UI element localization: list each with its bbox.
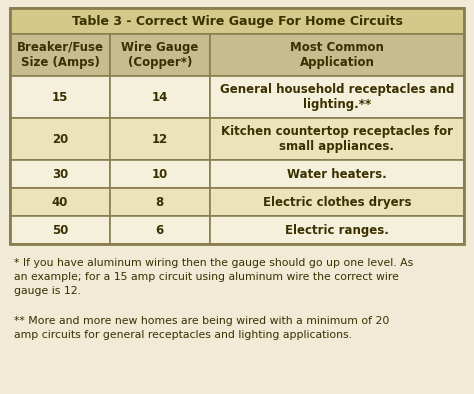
Text: 12: 12 [152, 132, 168, 145]
Text: 15: 15 [52, 91, 68, 104]
Bar [10, 188, 110, 216]
Text: Breaker/Fuse
Size (Amps): Breaker/Fuse Size (Amps) [17, 41, 103, 69]
Bar [210, 34, 464, 76]
Bar [110, 216, 210, 244]
Text: 8: 8 [155, 195, 164, 208]
Bar [210, 160, 464, 188]
Bar [210, 76, 464, 118]
Bar [10, 160, 110, 188]
Text: * If you have aluminum wiring then the gauge should go up one level. As
an examp: * If you have aluminum wiring then the g… [14, 258, 413, 296]
Text: Electric clothes dryers: Electric clothes dryers [263, 195, 411, 208]
Text: Table 3 - Correct Wire Gauge For Home Circuits: Table 3 - Correct Wire Gauge For Home Ci… [72, 15, 402, 28]
Text: Most Common
Application: Most Common Application [290, 41, 384, 69]
Text: 40: 40 [52, 195, 68, 208]
Text: 50: 50 [52, 223, 68, 236]
Text: 6: 6 [155, 223, 164, 236]
Text: General household receptacles and
lighting.**: General household receptacles and lighti… [219, 83, 454, 111]
Text: 30: 30 [52, 167, 68, 180]
Bar [10, 8, 464, 34]
Bar [210, 118, 464, 160]
Bar [110, 188, 210, 216]
Bar [110, 76, 210, 118]
Text: 20: 20 [52, 132, 68, 145]
Bar [110, 160, 210, 188]
Bar [10, 216, 110, 244]
Bar [10, 76, 110, 118]
Bar [110, 34, 210, 76]
Text: Water heaters.: Water heaters. [287, 167, 387, 180]
Bar [210, 216, 464, 244]
Bar [110, 118, 210, 160]
Text: ** More and more new homes are being wired with a minimum of 20
amp circuits for: ** More and more new homes are being wir… [14, 316, 389, 340]
Bar [10, 34, 110, 76]
Bar [10, 118, 110, 160]
Bar [10, 8, 464, 244]
Bar [210, 188, 464, 216]
Text: 10: 10 [152, 167, 168, 180]
Text: 14: 14 [152, 91, 168, 104]
Text: Electric ranges.: Electric ranges. [285, 223, 389, 236]
Text: Wire Gauge
(Copper*): Wire Gauge (Copper*) [121, 41, 199, 69]
Text: Kitchen countertop receptacles for
small appliances.: Kitchen countertop receptacles for small… [221, 125, 453, 153]
